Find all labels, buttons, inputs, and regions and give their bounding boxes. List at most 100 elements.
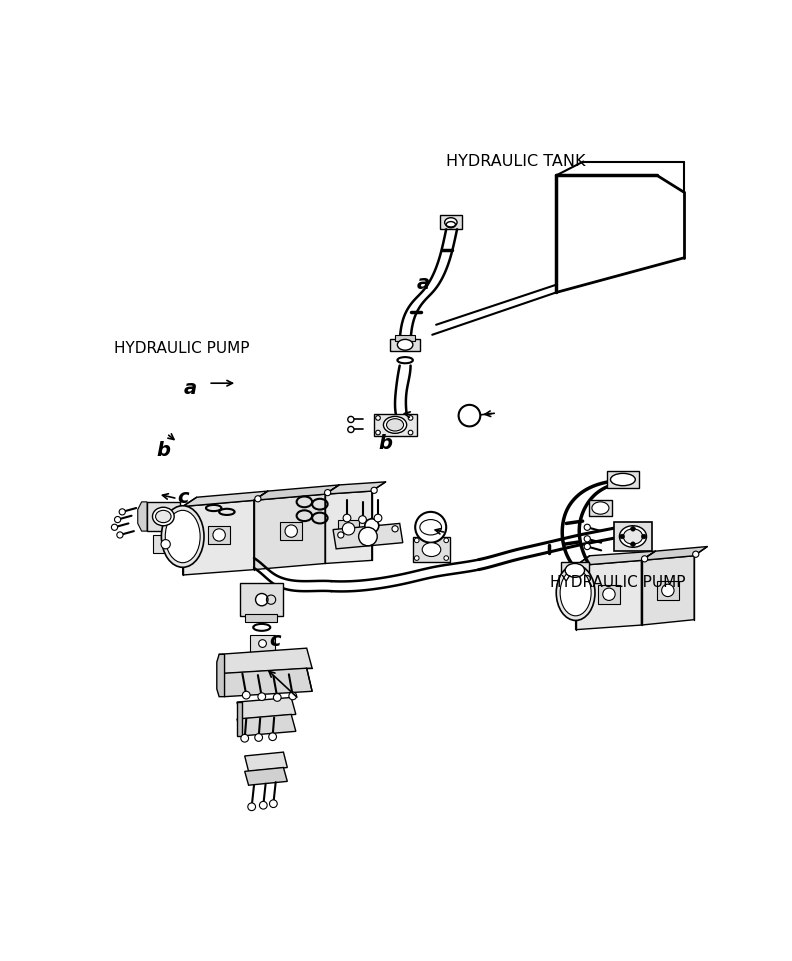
Ellipse shape xyxy=(166,510,200,563)
Circle shape xyxy=(584,524,590,530)
Circle shape xyxy=(161,539,170,549)
Circle shape xyxy=(371,487,377,493)
Ellipse shape xyxy=(556,565,595,621)
Ellipse shape xyxy=(153,507,174,526)
Bar xyxy=(598,585,620,604)
Polygon shape xyxy=(219,668,312,697)
Circle shape xyxy=(268,733,276,741)
Text: b: b xyxy=(157,441,171,460)
Circle shape xyxy=(459,405,480,427)
Circle shape xyxy=(289,692,297,700)
Circle shape xyxy=(325,489,331,496)
Circle shape xyxy=(630,527,635,531)
Circle shape xyxy=(115,516,120,523)
Circle shape xyxy=(375,415,380,420)
Polygon shape xyxy=(217,654,225,697)
Ellipse shape xyxy=(386,419,404,431)
Ellipse shape xyxy=(619,526,646,548)
Circle shape xyxy=(642,534,646,539)
Circle shape xyxy=(343,514,351,522)
Polygon shape xyxy=(245,752,287,772)
Bar xyxy=(337,520,360,538)
Ellipse shape xyxy=(623,529,642,544)
Polygon shape xyxy=(237,702,242,736)
Circle shape xyxy=(642,555,648,562)
Circle shape xyxy=(112,524,117,530)
Circle shape xyxy=(117,531,123,538)
Circle shape xyxy=(414,555,419,560)
Text: c: c xyxy=(177,488,188,507)
Text: c: c xyxy=(269,631,281,651)
Circle shape xyxy=(359,528,377,546)
Circle shape xyxy=(337,531,344,538)
Polygon shape xyxy=(333,524,403,549)
Polygon shape xyxy=(576,560,642,629)
Polygon shape xyxy=(254,494,326,570)
Text: a: a xyxy=(184,379,197,398)
Bar xyxy=(374,414,417,435)
Bar xyxy=(250,635,275,652)
Ellipse shape xyxy=(444,218,457,227)
Ellipse shape xyxy=(565,563,584,578)
Polygon shape xyxy=(576,552,656,566)
Ellipse shape xyxy=(383,416,406,433)
Circle shape xyxy=(255,496,261,502)
Circle shape xyxy=(444,538,448,543)
Bar xyxy=(147,502,180,531)
Polygon shape xyxy=(237,714,296,736)
Circle shape xyxy=(255,733,262,741)
Ellipse shape xyxy=(611,474,635,485)
Polygon shape xyxy=(642,555,695,625)
Bar xyxy=(657,581,679,600)
Circle shape xyxy=(375,431,380,435)
Circle shape xyxy=(359,516,367,524)
Circle shape xyxy=(348,427,354,432)
Bar xyxy=(413,537,450,562)
Circle shape xyxy=(213,529,226,541)
Polygon shape xyxy=(183,491,268,506)
Circle shape xyxy=(408,431,413,435)
Circle shape xyxy=(693,552,699,557)
Circle shape xyxy=(374,514,382,522)
Bar xyxy=(240,583,283,616)
Circle shape xyxy=(365,519,379,532)
Circle shape xyxy=(269,800,277,807)
Circle shape xyxy=(414,538,419,543)
Circle shape xyxy=(620,534,624,539)
Polygon shape xyxy=(237,698,296,719)
Polygon shape xyxy=(138,502,147,531)
Circle shape xyxy=(348,416,354,423)
Circle shape xyxy=(260,801,267,809)
Polygon shape xyxy=(326,491,371,563)
Circle shape xyxy=(256,594,268,605)
Bar xyxy=(208,526,230,544)
Circle shape xyxy=(285,525,298,537)
Text: a: a xyxy=(417,274,430,293)
Ellipse shape xyxy=(592,502,609,514)
Circle shape xyxy=(241,734,249,742)
Bar xyxy=(395,334,415,341)
Bar xyxy=(615,522,652,552)
Circle shape xyxy=(119,508,125,515)
Ellipse shape xyxy=(162,505,204,567)
Polygon shape xyxy=(219,648,312,674)
Ellipse shape xyxy=(398,339,413,350)
Ellipse shape xyxy=(560,570,591,616)
Bar xyxy=(245,614,277,622)
Circle shape xyxy=(392,526,398,531)
Polygon shape xyxy=(183,501,254,575)
Bar xyxy=(588,501,612,516)
Ellipse shape xyxy=(422,543,441,556)
Circle shape xyxy=(258,693,265,701)
Circle shape xyxy=(408,415,413,420)
Text: b: b xyxy=(379,434,392,454)
Circle shape xyxy=(584,535,590,542)
Text: HYDRAULIC TANK: HYDRAULIC TANK xyxy=(446,154,585,169)
Polygon shape xyxy=(642,547,707,560)
Bar xyxy=(561,562,588,579)
Circle shape xyxy=(248,803,256,811)
Circle shape xyxy=(273,694,281,702)
Bar xyxy=(280,522,302,540)
Circle shape xyxy=(415,512,446,543)
Bar xyxy=(440,215,462,230)
